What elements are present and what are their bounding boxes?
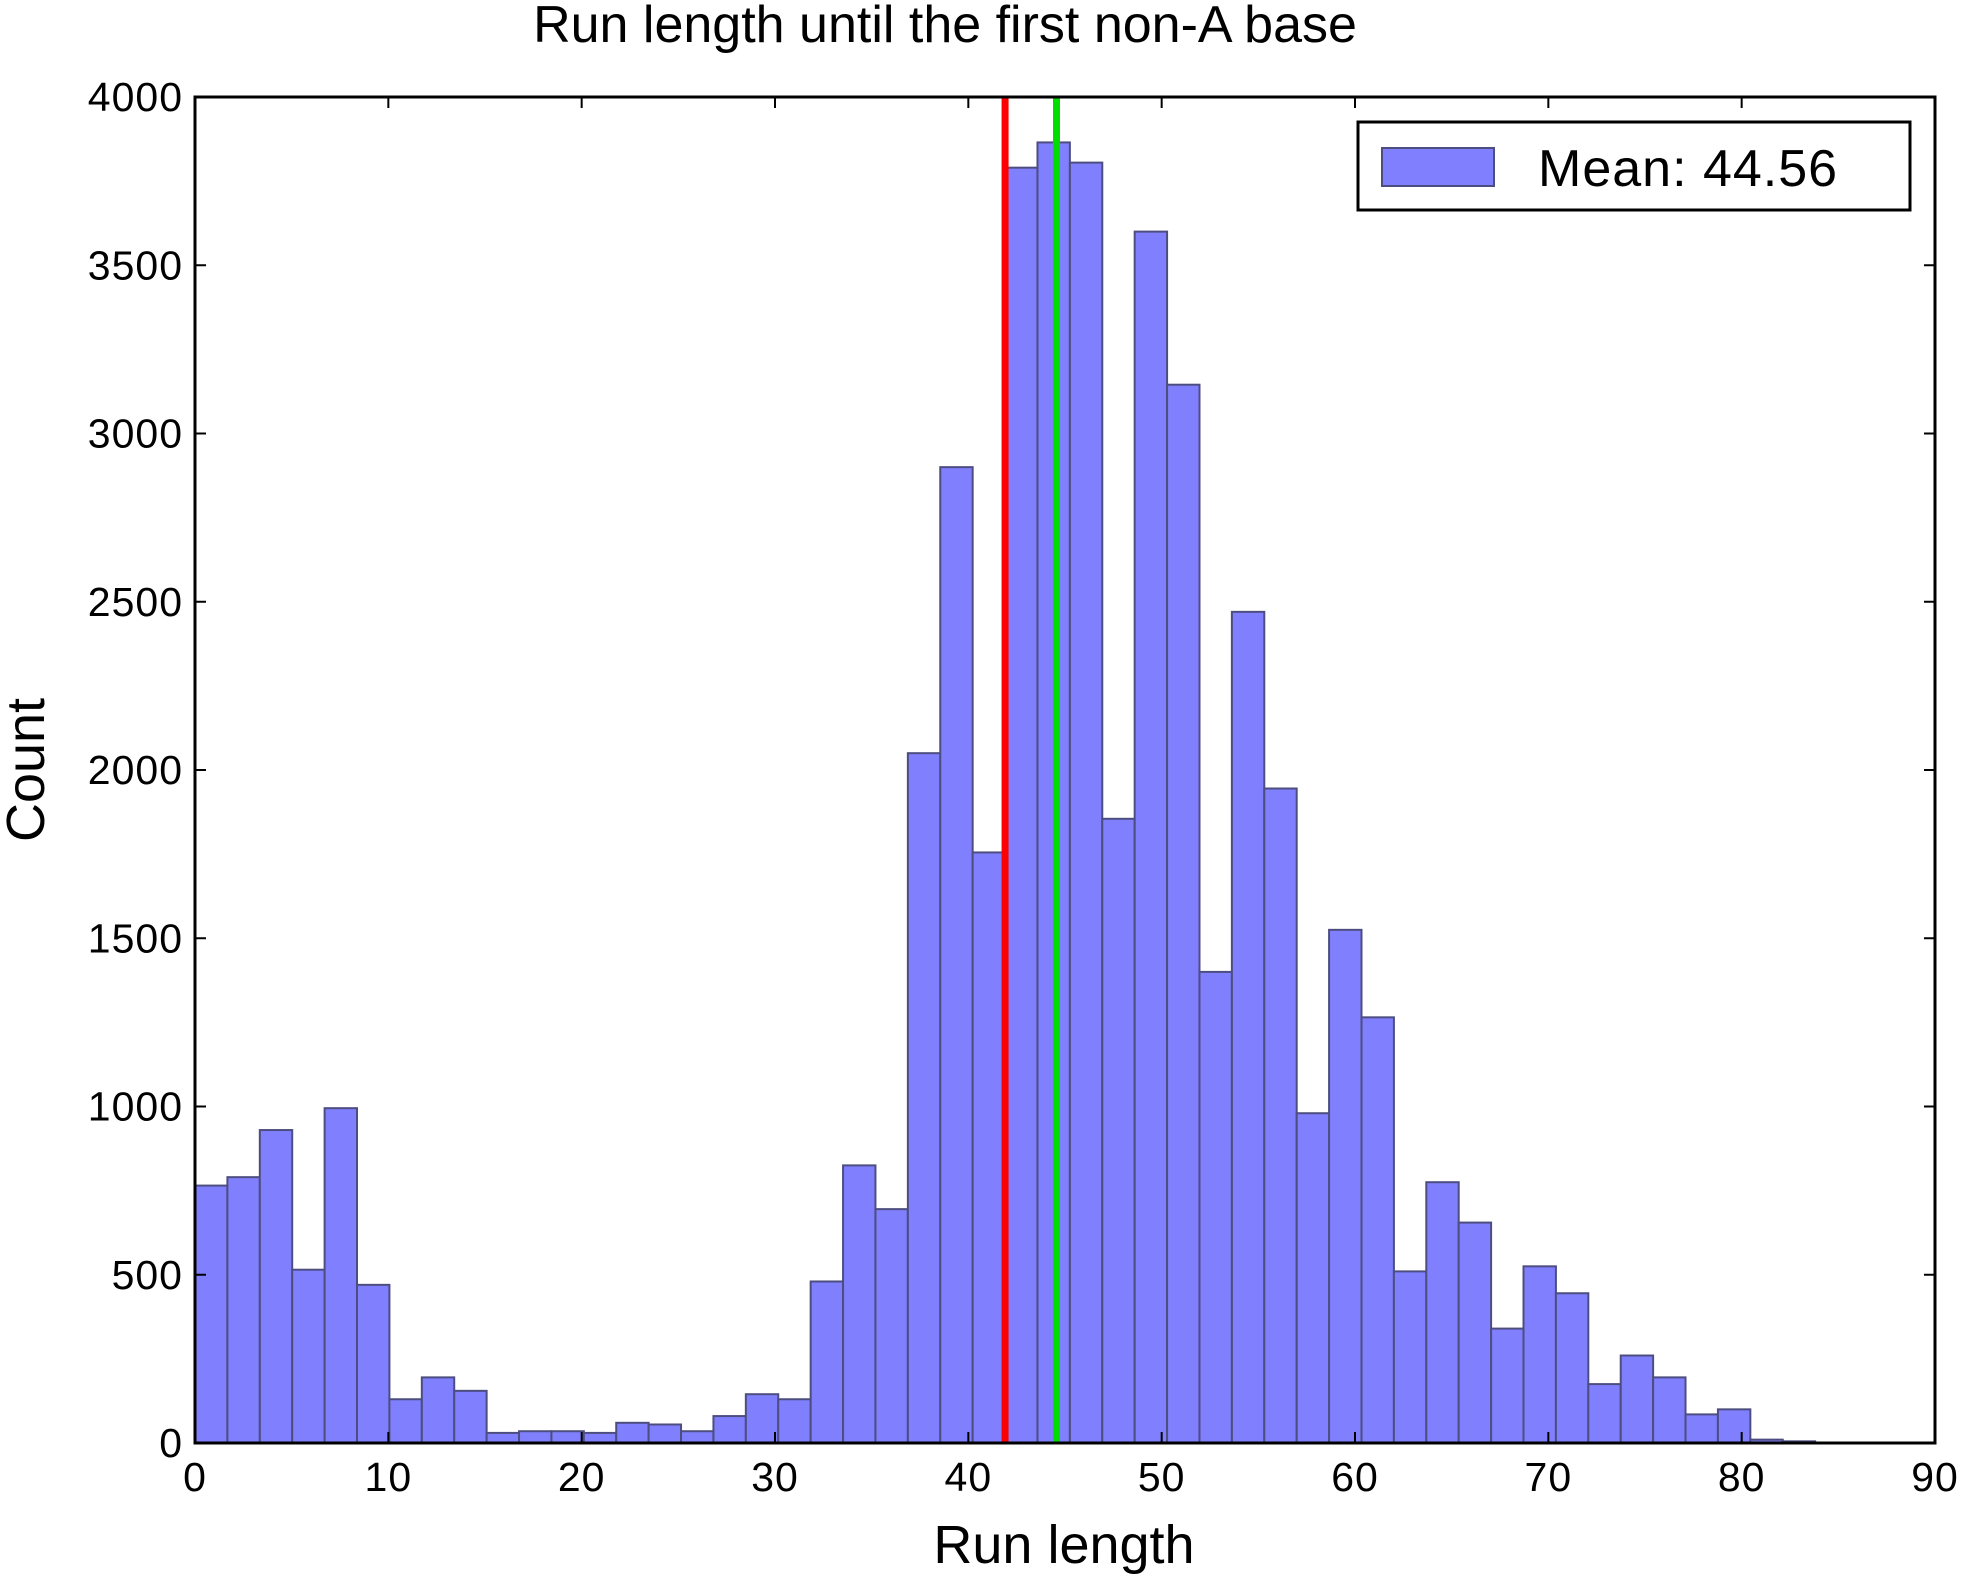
histogram-bar xyxy=(939,466,974,1444)
axis-ticks: 0 10 20 30 40 50 60 70 80 90 0 500 1000 1500 2000 2500 3… xyxy=(88,74,1959,1500)
chart-title: Run length until the first non-A base xyxy=(533,0,1357,54)
x-tick-label: 10 xyxy=(365,1454,413,1500)
legend: Mean: 44.56 xyxy=(1356,120,1912,212)
y-axis-label: Count xyxy=(0,698,56,842)
x-tick-label: 60 xyxy=(1331,1454,1379,1500)
histogram-bar xyxy=(647,1423,683,1445)
histogram-bar xyxy=(1068,161,1104,1444)
y-tick-label: 500 xyxy=(112,1252,183,1298)
histogram-bar xyxy=(712,1415,747,1444)
histogram-bar xyxy=(971,851,1007,1444)
y-tick-label: 0 xyxy=(159,1420,183,1466)
histogram-bar xyxy=(1716,1408,1752,1444)
y-tick-label: 3000 xyxy=(88,411,183,457)
histogram-bar xyxy=(1360,1016,1395,1444)
histogram-bar xyxy=(615,1421,650,1445)
histogram-bar xyxy=(356,1283,391,1444)
plot-frame xyxy=(193,95,1937,1445)
histogram-bar xyxy=(1554,1292,1590,1444)
histogram-bar xyxy=(906,752,942,1444)
histogram-bar xyxy=(453,1389,488,1445)
histogram-bar xyxy=(1457,1221,1493,1445)
x-tick-label: 70 xyxy=(1525,1454,1573,1500)
histogram-bar xyxy=(842,1164,877,1444)
x-tick-label: 0 xyxy=(183,1454,207,1500)
legend-label: Mean: 44.56 xyxy=(1538,140,1838,198)
x-tick-label: 90 xyxy=(1911,1454,1959,1500)
histogram-bar xyxy=(1652,1376,1687,1444)
x-axis-label: Run length xyxy=(933,1515,1194,1575)
histogram-bar xyxy=(1101,817,1136,1444)
histogram-bar xyxy=(744,1393,780,1445)
y-tick-label: 1000 xyxy=(88,1084,183,1130)
histogram-bar xyxy=(1133,230,1169,1445)
x-tick-label: 50 xyxy=(1138,1454,1186,1500)
x-tick-label: 40 xyxy=(945,1454,993,1500)
histogram-bar xyxy=(1587,1383,1622,1445)
histogram-bar xyxy=(582,1431,618,1445)
histogram-bar xyxy=(1425,1181,1460,1445)
histogram-bar xyxy=(1295,1112,1331,1444)
x-tick-label: 30 xyxy=(751,1454,799,1500)
histogram-bar xyxy=(323,1107,359,1444)
histogram-bar xyxy=(809,1280,845,1444)
histogram-bar xyxy=(388,1398,423,1445)
histogram-bar xyxy=(680,1430,715,1445)
histogram-bar xyxy=(518,1430,553,1445)
histogram-bar xyxy=(874,1208,909,1444)
y-tick-label: 1500 xyxy=(88,915,183,961)
histogram-bar xyxy=(1328,928,1363,1444)
histogram-bar xyxy=(1490,1327,1525,1444)
histogram-bar xyxy=(226,1176,261,1445)
histogram-bar xyxy=(777,1398,812,1445)
y-tick-label: 4000 xyxy=(88,74,183,120)
x-tick-label: 80 xyxy=(1718,1454,1766,1500)
y-tick-label: 3500 xyxy=(88,242,183,288)
histogram-bar xyxy=(1166,383,1201,1444)
y-tick-label: 2500 xyxy=(88,579,183,625)
histogram-bar xyxy=(258,1129,294,1445)
histogram-bar xyxy=(1619,1354,1655,1445)
histogram-bar xyxy=(1392,1270,1428,1445)
histogram-bar xyxy=(550,1430,585,1445)
histogram-bar xyxy=(1263,787,1298,1444)
x-tick-label: 20 xyxy=(558,1454,606,1500)
histogram-bar xyxy=(1230,610,1266,1444)
histogram-bar xyxy=(291,1268,326,1445)
y-tick-label: 2000 xyxy=(88,747,183,793)
reference-lines xyxy=(1001,97,1060,1443)
histogram-bar xyxy=(485,1431,521,1445)
histogram-bar xyxy=(420,1376,456,1444)
histogram-bar xyxy=(1004,166,1039,1444)
legend-swatch xyxy=(1381,147,1495,187)
histogram-bar xyxy=(1198,970,1233,1445)
histogram-bar xyxy=(1522,1265,1557,1445)
histogram-bar xyxy=(1684,1413,1719,1444)
histogram-bar xyxy=(194,1184,229,1444)
bar-group xyxy=(194,141,1817,1445)
